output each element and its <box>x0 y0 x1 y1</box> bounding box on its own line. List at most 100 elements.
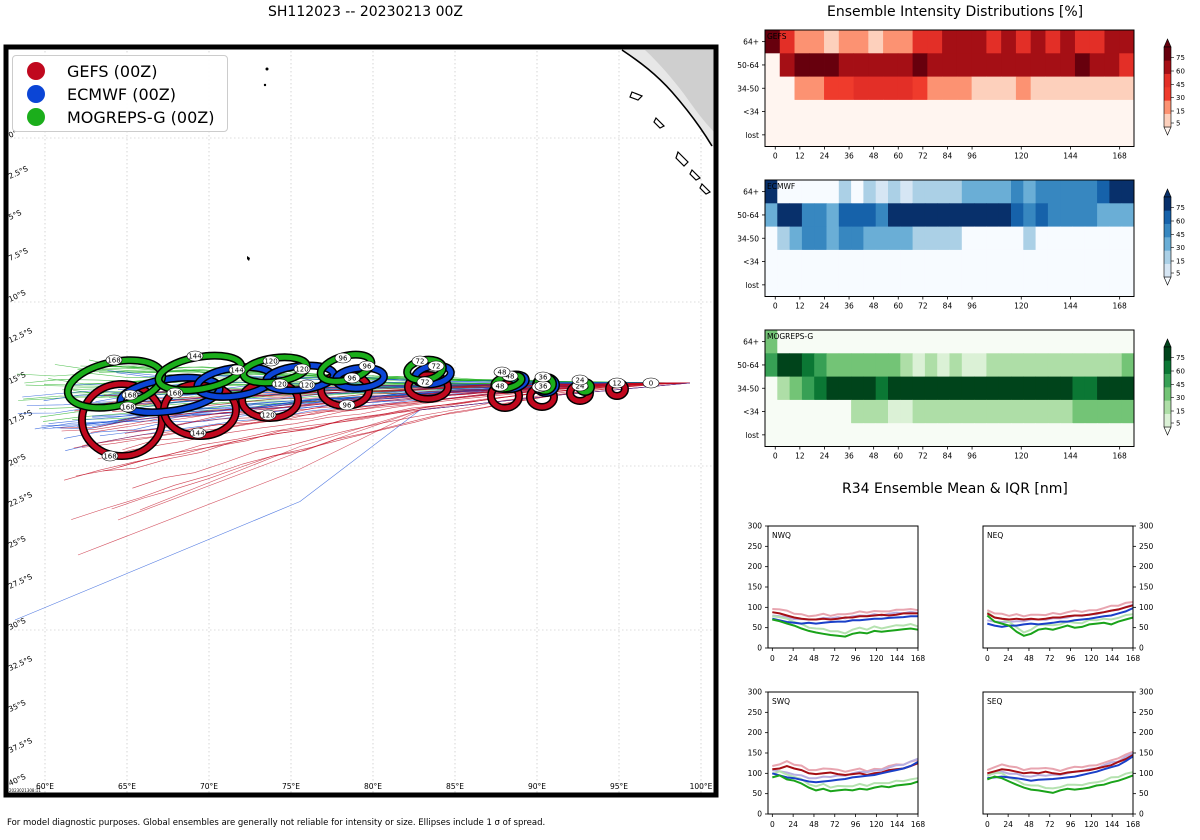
colorbar-tick: 30 <box>1176 94 1185 102</box>
heatmap-cell <box>777 203 790 227</box>
heatmap-cell <box>814 423 827 447</box>
heatmap-cell <box>1072 180 1086 204</box>
heatmap-cell <box>1023 180 1036 204</box>
heatmap-cell <box>851 353 864 377</box>
row-label: lost <box>745 431 759 440</box>
svg-text:144: 144 <box>188 353 202 361</box>
heatmap-cell <box>974 330 987 354</box>
heatmap-cell <box>814 273 827 297</box>
heatmap-cell <box>998 203 1012 227</box>
heatmap-cell <box>998 330 1012 354</box>
heatmap-cell <box>838 423 852 447</box>
heatmap-cell <box>814 180 827 204</box>
heatmap-cell <box>801 399 815 424</box>
x-tick-label: 72 <box>918 152 928 161</box>
svg-text:48: 48 <box>496 383 505 391</box>
x-tick-label: 60 <box>893 452 903 461</box>
colorbar-tick: 15 <box>1176 258 1185 266</box>
heatmap-cell <box>1047 249 1061 274</box>
heatmap-cell <box>897 76 913 101</box>
heatmap-cell <box>1035 376 1049 401</box>
heatmap-cell <box>1097 353 1110 377</box>
heatmap-cell <box>801 353 815 377</box>
forecast-hour-label: 96 <box>358 360 376 372</box>
heatmap-cell <box>765 30 781 54</box>
y-tick-label: 0 <box>757 810 762 819</box>
heatmap-cell <box>942 53 958 77</box>
heatmap-cell <box>826 180 840 204</box>
legend-item-mogreps: MOGREPS-G (00Z) <box>27 106 214 128</box>
heatmap-cell <box>974 226 987 251</box>
heatmap-cell <box>942 99 958 124</box>
heatmap-cell <box>961 273 975 297</box>
heatmap-cell <box>789 330 803 354</box>
heatmap-cell <box>949 249 963 274</box>
track-map: 60°E 65°E 70°E 75°E 80°E 85°E 90°E 95°E 100°E 0° 2… <box>3 44 719 798</box>
heatmap-cell <box>1121 249 1135 274</box>
heatmap-cell <box>912 353 926 377</box>
heatmap-cell <box>863 330 877 354</box>
heatmap-cell <box>809 30 825 54</box>
mean-line-gefs <box>772 762 919 777</box>
mentawai-island-1 <box>629 91 644 101</box>
heatmap-cell <box>961 330 975 354</box>
heatmap-cell <box>974 399 987 424</box>
heatmap-cell <box>1011 203 1024 227</box>
heatmap-cell <box>1023 226 1036 251</box>
heatmap-cell <box>912 423 926 447</box>
heatmap-cell <box>809 123 825 147</box>
heatmap-cell <box>937 353 950 377</box>
heatmap-cell <box>789 353 803 377</box>
heatmap-cell <box>1109 273 1123 297</box>
heatmap-cell <box>851 376 864 401</box>
heatmap-cell <box>961 399 975 424</box>
heatmap-cell <box>809 76 825 101</box>
svg-text:120: 120 <box>264 358 277 366</box>
heatmap-cell <box>998 249 1012 274</box>
gefs-marker-icon <box>27 62 45 80</box>
lat-label: 0° <box>7 128 19 140</box>
colorbar-tick: 75 <box>1176 354 1185 362</box>
colorbar-tick: 75 <box>1176 54 1185 62</box>
mean-line-gefs <box>772 611 918 621</box>
heatmap-cell <box>853 99 869 124</box>
heatmap-cell <box>789 226 803 251</box>
x-tick-label: 72 <box>1045 654 1055 663</box>
colorbar-tick: 15 <box>1176 108 1185 116</box>
colorbar-segment <box>1164 223 1171 238</box>
heatmap-cell <box>1035 249 1049 274</box>
iqr-line <box>986 611 1134 634</box>
mentawai-island-2 <box>653 116 666 129</box>
colorbar-tick: 30 <box>1176 394 1185 402</box>
x-tick-label: 96 <box>851 654 861 663</box>
heatmap-cell <box>1109 203 1123 227</box>
heatmap-cell <box>826 273 840 297</box>
r34-frame <box>982 525 1134 649</box>
heatmap-cell <box>1047 376 1061 401</box>
heatmap-cell <box>1097 399 1110 424</box>
heatmap-cell <box>1104 76 1120 101</box>
y-tick-label: 150 <box>1139 583 1154 592</box>
heatmap-cell <box>937 399 950 424</box>
x-tick-label: 24 <box>820 302 830 311</box>
heatmap-cell <box>765 376 778 401</box>
heatmap-cell <box>777 330 790 354</box>
heatmap-cell <box>900 226 913 251</box>
heatmap-cell <box>1015 99 1032 124</box>
spread-ellipse <box>404 371 452 403</box>
heatmap-cell <box>1045 53 1061 77</box>
lon-label: 65°E <box>118 782 136 791</box>
heatmap-cell <box>851 203 864 227</box>
heatmap-cell <box>912 376 926 401</box>
heatmap-cell <box>1109 423 1123 447</box>
mean-line-mogreps-g <box>986 614 1134 637</box>
colorbar-frame <box>1163 346 1172 428</box>
heatmap-cell <box>868 30 884 54</box>
svg-text:168: 168 <box>123 392 136 400</box>
row-label: 64+ <box>743 38 759 47</box>
heatmap-cell <box>838 180 852 204</box>
heatmap-cell <box>924 203 938 227</box>
heatmap-cell <box>1001 76 1017 101</box>
forecast-hour-label: 144 <box>228 364 246 376</box>
